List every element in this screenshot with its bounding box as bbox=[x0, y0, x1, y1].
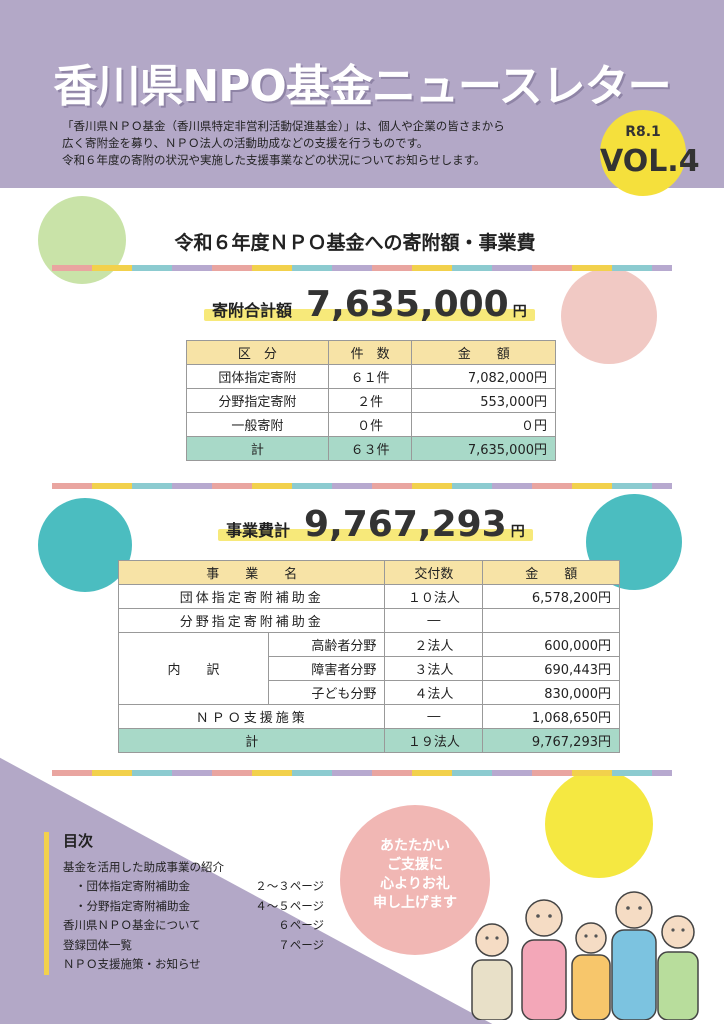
decor-circle-yellow bbox=[545, 770, 653, 878]
toc-item[interactable]: ・団体指定寄附補助金 ２～３ページ bbox=[75, 879, 324, 893]
table-row: 団体指定寄附補助金 １０法人 6,578,200円 bbox=[117, 584, 620, 609]
expense-table: 事 業 名 交付数 金 額 団体指定寄附補助金 １０法人 6,578,200円 … bbox=[117, 560, 620, 753]
volume-number: VOL.4 bbox=[600, 144, 700, 179]
expense-total-unit: 円 bbox=[510, 524, 525, 540]
table-row: 団体指定寄附 ６１件 7,082,000円 bbox=[186, 364, 556, 389]
intro-text: 「香川県ＮＰＯ基金（香川県特定非営利活動促進基金）」は、個人や企業の皆さまから … bbox=[62, 119, 505, 167]
expense-total-label: 事業費計 bbox=[226, 521, 291, 540]
table-row: 子ども分野 ４法人 830,000円 bbox=[119, 680, 620, 705]
expense-total-value: 9,767,293 bbox=[304, 504, 507, 545]
section-title: 令和６年度ＮＰＯ基金への寄附額・事業費 bbox=[174, 232, 536, 254]
toc-title: 目次 bbox=[63, 832, 94, 850]
table-row: 分野指定寄附補助金 ― bbox=[117, 608, 620, 633]
newsletter-title: 香川県NPO基金ニュースレター bbox=[53, 61, 671, 112]
donation-total-value: 7,635,000 bbox=[306, 284, 509, 325]
donation-table: 区 分 件 数 金 額 団体指定寄附 ６１件 7,082,000円 分野指定寄附… bbox=[186, 340, 556, 461]
table-row: 内 訳 高齢者分野 ２法人 600,000円 bbox=[118, 632, 620, 705]
issue-date: R8.1 bbox=[625, 124, 661, 140]
table-of-contents: 目次 基金を活用した助成事業の紹介 ・団体指定寄附補助金 ２～３ページ ・分野指… bbox=[44, 832, 324, 975]
table-row: 分野指定寄附 ２件 553,000円 bbox=[186, 388, 556, 413]
breakdown-label: 内 訳 bbox=[118, 632, 269, 705]
toc-item[interactable]: 登録団体一覧 ７ページ bbox=[63, 937, 324, 952]
divider-stripe bbox=[52, 265, 672, 271]
table-sum-row: 計 ６３件 7,635,000円 bbox=[186, 436, 556, 461]
thanks-message-circle: あたたかい ご支援に 心よりお礼 申し上げます bbox=[340, 805, 490, 955]
table-row: 一般寄附 ０件 ０円 bbox=[186, 412, 556, 437]
donation-total-unit: 円 bbox=[512, 304, 527, 320]
people-illustration-icon bbox=[471, 891, 699, 1020]
donation-total: 寄附合計額 7,635,000 円 bbox=[204, 284, 535, 325]
table-header-row: 事 業 名 交付数 金 額 bbox=[117, 560, 620, 585]
table-row: ＮＰＯ支援施策 ― 1,068,650円 bbox=[117, 704, 620, 729]
toc-heading: 基金を活用した助成事業の紹介 bbox=[63, 859, 224, 874]
table-header-row: 区 分 件 数 金 額 bbox=[186, 340, 556, 365]
divider-stripe bbox=[52, 770, 672, 776]
table-sum-row: 計 １９法人 9,767,293円 bbox=[117, 728, 620, 753]
toc-item[interactable]: 香川県ＮＰＯ基金について ６ページ bbox=[63, 918, 324, 932]
toc-item[interactable]: ・分野指定寄附補助金 ４～５ページ bbox=[75, 898, 324, 913]
volume-badge: R8.1 VOL.4 bbox=[600, 110, 700, 196]
decor-circle-pink bbox=[561, 268, 657, 364]
toc-item[interactable]: ＮＰＯ支援施策・お知らせ bbox=[63, 957, 201, 971]
table-row: 障害者分野 ３法人 690,443円 bbox=[119, 656, 620, 681]
divider-stripe bbox=[52, 483, 672, 489]
donation-total-label: 寄附合計額 bbox=[212, 301, 293, 320]
expense-total: 事業費計 9,767,293 円 bbox=[218, 504, 533, 545]
decor-circle-teal-left bbox=[38, 498, 132, 592]
